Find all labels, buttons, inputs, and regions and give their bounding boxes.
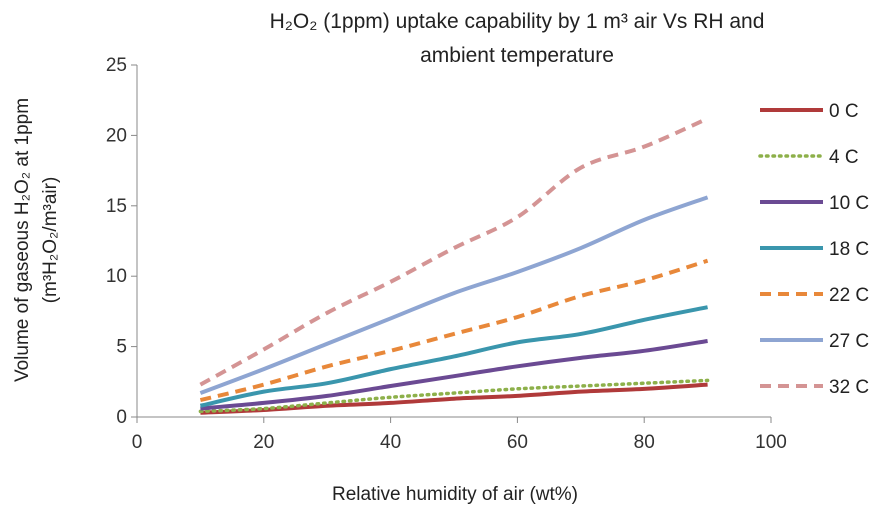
series-line-27-c <box>199 195 709 395</box>
series-line-18-c <box>199 305 708 408</box>
legend-label: 0 C <box>829 101 859 122</box>
legend-label: 10 C <box>829 193 869 214</box>
chart-title-line-1: H₂O₂ (1ppm) uptake capability by 1 m³ ai… <box>270 10 765 33</box>
x-tick-label: 0 <box>132 432 143 453</box>
legend-item: 22 C <box>760 285 869 306</box>
series-line-22-c <box>199 258 709 403</box>
y-tick-label: 10 <box>106 266 127 287</box>
legend-item: 0 C <box>760 101 859 122</box>
legend-item: 32 C <box>760 377 869 398</box>
legend-label: 27 C <box>829 331 869 352</box>
series-group <box>198 116 710 415</box>
y-tick-label: 0 <box>116 407 127 428</box>
x-axis-title: Relative humidity of air (wt%) <box>332 484 578 505</box>
legend-label: 18 C <box>829 239 869 260</box>
series-line-32-c <box>199 116 709 387</box>
series-line-0-c <box>200 382 708 415</box>
legend-label: 22 C <box>829 285 869 306</box>
y-axis-title-line-1: Volume of gaseous H₂O₂ at 1ppm <box>12 98 33 382</box>
legend-label: 32 C <box>829 377 869 398</box>
axes: 0 5 10 15 20 25 0 20 40 60 80 100 <box>106 55 787 453</box>
legend: 0 C 4 C 10 C 18 C 22 C 27 C 32 C <box>758 101 869 398</box>
y-axis-title-line-2: (m³H₂O₂/m³air) <box>40 177 61 304</box>
legend-item: 10 C <box>760 193 869 214</box>
y-tick-label: 15 <box>106 196 127 217</box>
x-tick-label: 20 <box>253 432 274 453</box>
series-line-10-c <box>200 338 708 411</box>
legend-item: 18 C <box>760 239 869 260</box>
chart-title-line-2: ambient temperature <box>420 44 614 67</box>
y-tick-label: 25 <box>106 55 127 76</box>
x-tick-label: 80 <box>634 432 655 453</box>
y-tick-label: 5 <box>116 337 127 358</box>
series-line-4-c <box>198 378 710 414</box>
legend-label: 4 C <box>829 147 859 168</box>
y-axis-title: Volume of gaseous H₂O₂ at 1ppm (m³H₂O₂/m… <box>12 98 61 382</box>
legend-item: 4 C <box>758 147 859 168</box>
legend-item: 27 C <box>760 331 869 352</box>
y-tick-label: 20 <box>106 125 127 146</box>
x-tick-label: 60 <box>507 432 528 453</box>
x-tick-label: 40 <box>380 432 401 453</box>
x-tick-label: 100 <box>755 432 787 453</box>
